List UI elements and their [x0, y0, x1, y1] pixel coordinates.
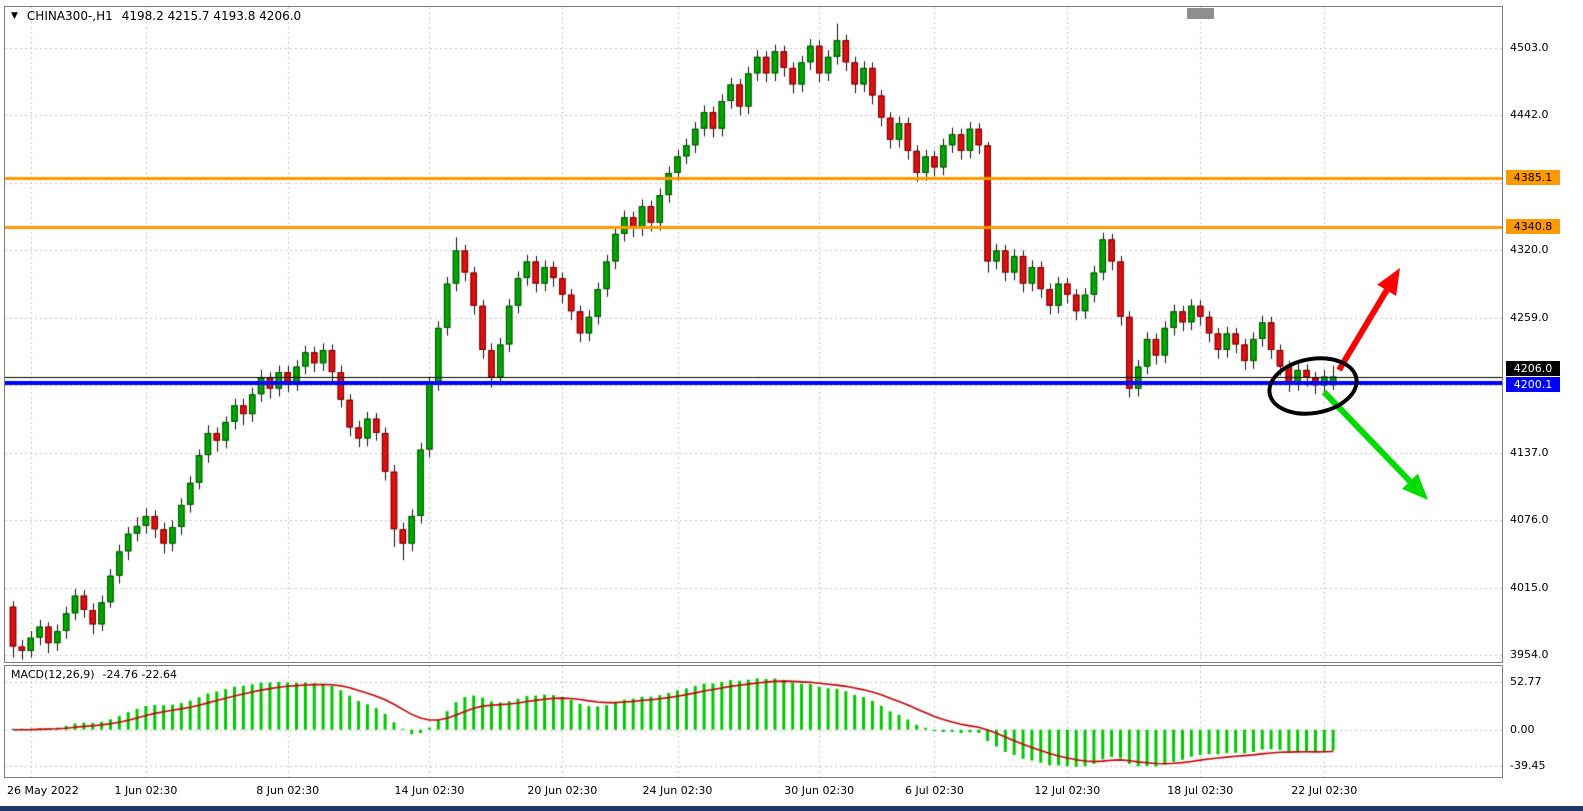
time-axis-label: 26 May 2022 — [7, 784, 79, 797]
macd-indicator-label: MACD(12,26,9) -24.76 -22.64 — [11, 668, 177, 681]
quote-line: ▼ CHINA300-,H1 4198.2 4215.7 4193.8 4206… — [11, 9, 301, 23]
time-axis-label: 1 Jun 02:30 — [114, 784, 178, 797]
symbol-timeframe-label: CHINA300-,H1 — [26, 9, 113, 23]
time-axis-label: 14 Jun 02:30 — [394, 784, 465, 797]
macd-canvas[interactable] — [5, 666, 1502, 777]
price-axis-label: 4320.0 — [1510, 243, 1549, 257]
macd-indicator-pane[interactable]: MACD(12,26,9) -24.76 -22.64 — [4, 665, 1503, 778]
price-chart-canvas[interactable] — [5, 7, 1502, 662]
macd-axis-label: -39.45 — [1510, 758, 1546, 772]
macd-current-values: -24.76 -22.64 — [102, 668, 177, 681]
time-axis-label: 30 Jun 02:30 — [784, 784, 855, 797]
price-badge: 4385.1 — [1506, 170, 1560, 186]
main-chart-pane[interactable]: ▼ CHINA300-,H1 4198.2 4215.7 4193.8 4206… — [4, 6, 1503, 663]
window-bottom-edge — [0, 806, 1583, 811]
time-axis-label: 22 Jul 02:30 — [1291, 784, 1358, 797]
symbol-dropdown-icon[interactable]: ▼ — [11, 11, 18, 21]
price-badge: 4340.8 — [1506, 219, 1560, 235]
price-axis-label: 4503.0 — [1510, 40, 1549, 54]
time-axis-label: 20 Jun 02:30 — [527, 784, 598, 797]
time-axis-label: 24 Jun 02:30 — [642, 784, 713, 797]
time-axis[interactable]: 26 May 2022 1 Jun 02:30 8 Jun 02:30 14 Jun … — [4, 781, 1503, 805]
price-axis[interactable]: 4503.0 4442.0 4320.0 4259.0 4137.0 4076.0 4015… — [1506, 0, 1583, 811]
price-axis-label: 4442.0 — [1510, 108, 1549, 122]
price-axis-label: 3954.0 — [1510, 648, 1549, 662]
price-badge: 4206.0 — [1506, 360, 1560, 376]
time-axis-label: 18 Jul 02:30 — [1167, 784, 1234, 797]
price-axis-label: 4076.0 — [1510, 513, 1549, 527]
macd-axis-label: 0.00 — [1510, 722, 1535, 736]
macd-name: MACD(12,26,9) — [11, 668, 95, 681]
quote-ohlc-values: 4198.2 4215.7 4193.8 4206.0 — [121, 9, 302, 23]
price-badge: 4200.1 — [1506, 377, 1560, 393]
price-axis-label: 4137.0 — [1510, 445, 1549, 459]
chart-scroll-marker[interactable] — [1187, 8, 1214, 19]
time-axis-label: 12 Jul 02:30 — [1034, 784, 1101, 797]
time-axis-label: 6 Jul 02:30 — [904, 784, 964, 797]
time-axis-label: 8 Jun 02:30 — [256, 784, 320, 797]
price-axis-label: 4259.0 — [1510, 310, 1549, 324]
price-axis-label: 4015.0 — [1510, 580, 1549, 594]
macd-axis-label: 52.77 — [1510, 674, 1542, 688]
